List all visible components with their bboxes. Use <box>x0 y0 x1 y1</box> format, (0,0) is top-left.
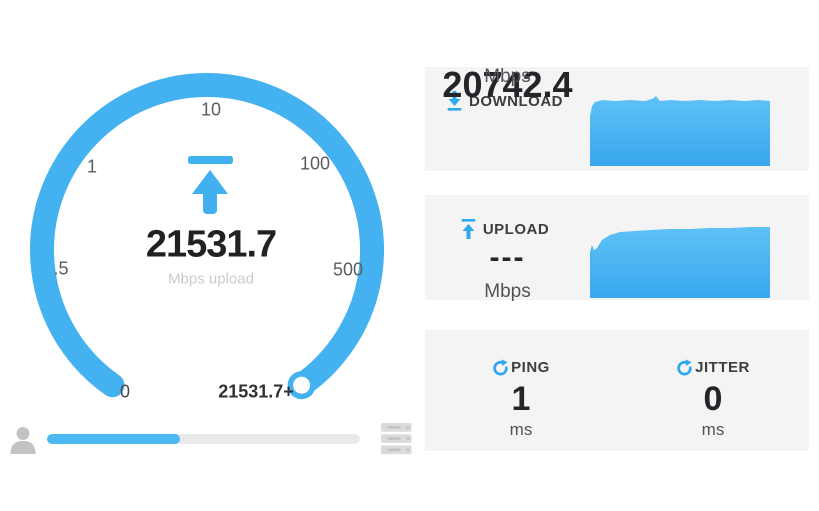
jitter-column: JITTER 0 ms <box>617 330 809 451</box>
test-progress-fill <box>47 434 181 444</box>
gauge-current-value: 21531.7 <box>145 223 277 266</box>
jitter-unit: ms <box>701 420 725 439</box>
upload-result-card: UPLOAD --- Mbps <box>425 195 809 302</box>
latency-result-card: PING 1 ms JITTER 0 ms <box>425 330 809 451</box>
gauge-scale-label: 1 <box>86 156 98 177</box>
download-label: DOWNLOAD <box>469 92 563 110</box>
upload-value: --- <box>489 241 526 274</box>
upload-arrow-icon <box>192 170 228 214</box>
jitter-value: 0 <box>703 380 723 418</box>
download-throughput-chart <box>590 96 770 166</box>
ping-label: PING <box>511 358 550 376</box>
gauge-scale-label: 0 <box>119 381 131 402</box>
gauge-unit-label: Mbps upload <box>168 270 254 288</box>
download-icon <box>447 91 462 111</box>
gauge-top-bar <box>188 156 233 164</box>
jitter-label: JITTER <box>695 358 750 376</box>
jitter-refresh-icon <box>677 358 692 375</box>
ping-unit: ms <box>509 420 533 439</box>
ping-refresh-icon <box>493 358 508 375</box>
download-value: 20742.4 <box>442 64 573 105</box>
server-stack-icon[interactable] <box>381 423 412 455</box>
upload-throughput-chart <box>590 227 770 298</box>
upload-label: UPLOAD <box>482 220 550 238</box>
gauge-scale-label: 10 <box>200 99 222 120</box>
download-result-card: DOWNLOAD 20742.4 Mbps <box>425 67 809 171</box>
gauge-arc <box>30 73 384 400</box>
ping-column: PING 1 ms <box>425 330 617 451</box>
upload-unit: Mbps <box>484 281 531 302</box>
gauge-scale-label: .5 <box>53 258 69 279</box>
user-icon[interactable] <box>10 426 36 454</box>
gauge-scale-label: 100 <box>299 153 331 174</box>
gauge-needle-knob <box>293 376 311 394</box>
gauge-scale-label: 500 <box>332 259 364 280</box>
ping-value: 1 <box>511 380 531 418</box>
upload-icon <box>461 219 476 239</box>
test-progress-bar <box>47 434 360 444</box>
gauge-needle-value-label: 21531.7+ <box>218 381 294 402</box>
download-unit: Mbps <box>484 66 531 87</box>
